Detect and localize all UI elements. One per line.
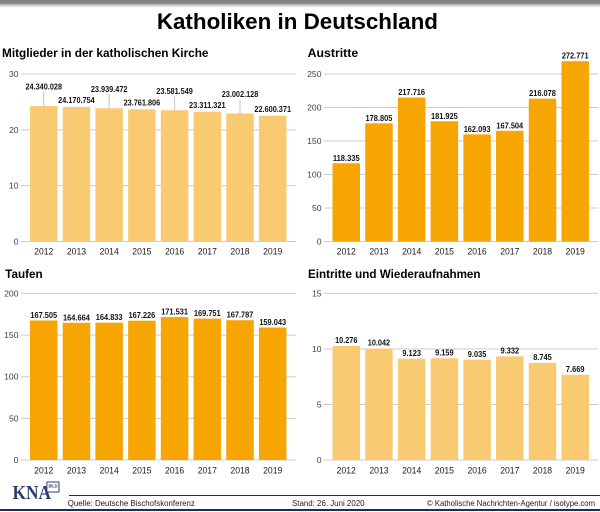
svg-text:10.276: 10.276 xyxy=(335,335,357,345)
svg-text:0: 0 xyxy=(317,237,322,247)
svg-text:162.093: 162.093 xyxy=(464,124,491,134)
svg-text:2016: 2016 xyxy=(165,465,184,476)
svg-text:2013: 2013 xyxy=(369,465,388,476)
svg-text:23.939.472: 23.939.472 xyxy=(91,84,128,94)
svg-text:© Katholische Nachrichten-Agen: © Katholische Nachrichten-Agentur / isot… xyxy=(427,499,595,508)
svg-text:Eintritte und Wiederaufnahmen: Eintritte und Wiederaufnahmen xyxy=(308,269,481,281)
svg-text:164.664: 164.664 xyxy=(63,312,90,322)
svg-text:169.751: 169.751 xyxy=(194,308,221,318)
svg-text:2018: 2018 xyxy=(230,465,249,476)
svg-text:217.716: 217.716 xyxy=(398,87,425,97)
svg-text:Austritte: Austritte xyxy=(308,48,359,60)
svg-text:0: 0 xyxy=(14,455,19,465)
svg-text:100: 100 xyxy=(307,170,322,180)
svg-text:2017: 2017 xyxy=(500,246,519,257)
svg-text:2015: 2015 xyxy=(132,246,151,257)
svg-text:10: 10 xyxy=(312,344,322,354)
svg-text:9.123: 9.123 xyxy=(402,348,421,358)
svg-text:2014: 2014 xyxy=(100,465,120,476)
svg-text:30: 30 xyxy=(9,69,19,79)
svg-text:2012: 2012 xyxy=(337,465,356,476)
svg-text:20: 20 xyxy=(9,125,19,135)
svg-text:2012: 2012 xyxy=(337,246,356,257)
svg-text:2014: 2014 xyxy=(402,465,422,476)
svg-text:15: 15 xyxy=(312,288,322,298)
svg-text:167.504: 167.504 xyxy=(496,120,523,130)
svg-text:2015: 2015 xyxy=(132,465,151,476)
svg-text:2018: 2018 xyxy=(533,246,552,257)
svg-text:2016: 2016 xyxy=(165,246,184,257)
svg-text:216.078: 216.078 xyxy=(529,88,556,98)
svg-text:Quelle: Deutsche Bischofskonfe: Quelle: Deutsche Bischofskonferenz xyxy=(68,499,195,508)
svg-text:2015: 2015 xyxy=(435,465,454,476)
svg-text:100: 100 xyxy=(4,372,19,382)
svg-text:24.340.028: 24.340.028 xyxy=(25,82,62,92)
svg-text:272.771: 272.771 xyxy=(562,51,589,61)
svg-text:Stand: 26. Juni 2020: Stand: 26. Juni 2020 xyxy=(292,499,365,508)
svg-text:Mitglieder in der katholischen: Mitglieder in der katholischen Kirche xyxy=(2,48,209,60)
svg-text:23.311.321: 23.311.321 xyxy=(189,100,226,110)
svg-text:167.787: 167.787 xyxy=(227,310,254,320)
svg-text:2015: 2015 xyxy=(435,246,454,257)
svg-text:178.805: 178.805 xyxy=(366,113,393,123)
svg-text:9.035: 9.035 xyxy=(468,349,487,359)
svg-text:9.332: 9.332 xyxy=(501,346,520,356)
svg-text:Taufen: Taufen xyxy=(5,269,43,281)
svg-text:2013: 2013 xyxy=(369,246,388,257)
svg-text:200: 200 xyxy=(307,103,322,113)
svg-text:200: 200 xyxy=(4,288,19,298)
svg-text:23.002.128: 23.002.128 xyxy=(222,89,259,99)
svg-text:8.745: 8.745 xyxy=(533,352,552,362)
svg-text:159.043: 159.043 xyxy=(259,317,286,327)
svg-text:2018: 2018 xyxy=(533,465,552,476)
svg-text:2014: 2014 xyxy=(100,246,120,257)
svg-text:23.761.806: 23.761.806 xyxy=(124,97,161,107)
svg-text:0: 0 xyxy=(317,455,322,465)
svg-text:0: 0 xyxy=(14,237,19,247)
svg-text:5: 5 xyxy=(317,400,322,410)
svg-text:2017: 2017 xyxy=(500,465,519,476)
svg-text:167.226: 167.226 xyxy=(128,310,155,320)
svg-text:2012: 2012 xyxy=(34,465,53,476)
svg-text:171.531: 171.531 xyxy=(161,307,188,317)
svg-text:181.925: 181.925 xyxy=(431,111,458,121)
svg-text:9.159: 9.159 xyxy=(435,347,454,357)
svg-text:150: 150 xyxy=(4,330,19,340)
svg-text:164.833: 164.833 xyxy=(96,312,123,322)
svg-text:50: 50 xyxy=(312,203,322,213)
svg-text:10.042: 10.042 xyxy=(368,338,390,348)
svg-text:KNA: KNA xyxy=(13,482,52,504)
svg-text:2012: 2012 xyxy=(34,246,53,257)
svg-text:250: 250 xyxy=(307,69,322,79)
svg-text:2013: 2013 xyxy=(67,465,86,476)
svg-text:2014: 2014 xyxy=(402,246,422,257)
svg-text:10: 10 xyxy=(9,181,19,191)
svg-text:2017: 2017 xyxy=(198,465,217,476)
svg-text:22.600.371: 22.600.371 xyxy=(254,104,291,114)
svg-text:150: 150 xyxy=(307,136,322,146)
svg-text:2019: 2019 xyxy=(263,246,282,257)
svg-text:2019: 2019 xyxy=(566,465,585,476)
svg-text:2016: 2016 xyxy=(467,465,486,476)
svg-text:23.581.549: 23.581.549 xyxy=(156,86,193,96)
svg-text:2019: 2019 xyxy=(263,465,282,476)
svg-text:50: 50 xyxy=(9,413,19,423)
svg-text:118.335: 118.335 xyxy=(333,153,360,163)
svg-text:2016: 2016 xyxy=(467,246,486,257)
svg-text:24.170.754: 24.170.754 xyxy=(58,95,95,105)
svg-text:2013: 2013 xyxy=(67,246,86,257)
svg-text:BILD: BILD xyxy=(49,483,59,488)
svg-text:167.505: 167.505 xyxy=(30,310,57,320)
svg-text:2017: 2017 xyxy=(198,246,217,257)
svg-text:2019: 2019 xyxy=(566,246,585,257)
svg-text:2018: 2018 xyxy=(230,246,249,257)
svg-text:7.669: 7.669 xyxy=(566,364,585,374)
